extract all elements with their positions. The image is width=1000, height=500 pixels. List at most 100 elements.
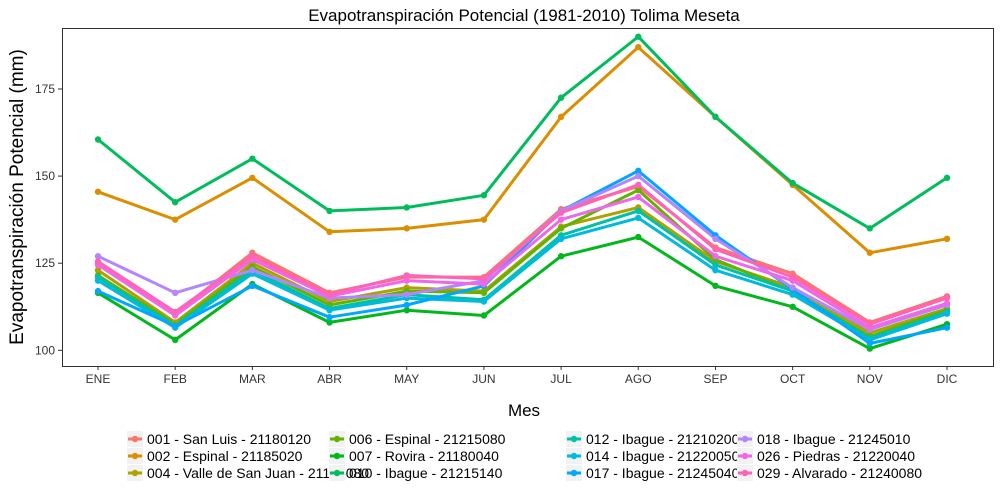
legend-key — [566, 431, 582, 447]
series-line — [97, 45, 948, 255]
data-point — [326, 319, 333, 326]
legend-key — [329, 465, 345, 481]
y-tick-label: 100 — [35, 343, 55, 357]
data-point — [94, 136, 102, 143]
legend-label: 018 - Ibague - 21245010 — [757, 431, 911, 447]
data-point — [866, 225, 874, 232]
legend-label: 004 - Valle de San Juan - 21185080 — [147, 465, 369, 481]
data-point — [94, 266, 102, 274]
data-point — [403, 291, 410, 298]
series-lines — [97, 35, 948, 351]
legend-label: 026 - Piedras - 21220040 — [757, 448, 915, 464]
series-line — [97, 216, 948, 342]
legend-label: 012 - Ibague - 21210200 — [586, 431, 740, 447]
data-point — [866, 249, 874, 256]
data-point — [171, 336, 179, 344]
legend-key — [737, 465, 753, 481]
x-tick-label: DIC — [937, 372, 958, 386]
data-point — [635, 214, 642, 222]
data-point — [94, 277, 102, 284]
data-point — [326, 314, 333, 321]
data-point — [866, 345, 874, 352]
data-point — [403, 204, 410, 211]
data-point — [94, 253, 102, 260]
legend-label: 010 - Ibague - 21215140 — [349, 465, 503, 481]
legend-key — [566, 448, 582, 464]
series-line — [97, 185, 948, 324]
data-point — [171, 199, 179, 206]
data-point — [403, 301, 410, 309]
series-line — [97, 183, 948, 326]
legend-key — [566, 465, 582, 481]
legend-label: 006 - Espinal - 21215080 — [349, 431, 506, 447]
data-point — [712, 282, 719, 290]
data-point — [635, 43, 642, 51]
data-point — [557, 94, 565, 101]
data-point — [635, 181, 642, 189]
data-point — [943, 324, 951, 331]
data-point — [635, 172, 642, 180]
data-point — [712, 246, 719, 253]
data-point — [557, 235, 565, 243]
data-point — [712, 253, 719, 260]
x-tick-label: ABR — [317, 372, 342, 386]
legend-label: 029 - Alvarado - 21240080 — [757, 465, 922, 481]
x-axis-title: Mes — [508, 401, 540, 420]
data-point — [712, 113, 719, 121]
x-tick-label: ENE — [86, 372, 111, 386]
x-tick-label: OCT — [780, 372, 806, 386]
legend-key — [127, 465, 143, 481]
data-point — [712, 266, 719, 274]
data-point — [480, 312, 488, 319]
data-point — [326, 228, 333, 236]
data-point — [635, 207, 642, 215]
data-point — [326, 307, 333, 314]
data-point — [94, 258, 102, 265]
legend-key — [737, 431, 753, 447]
data-point — [557, 253, 565, 260]
data-point — [403, 225, 410, 232]
data-point — [943, 235, 951, 243]
data-point — [480, 280, 488, 288]
data-point — [94, 188, 102, 195]
data-point — [943, 294, 951, 302]
x-tick-label: AGO — [625, 372, 652, 386]
data-point — [171, 322, 179, 330]
data-point — [94, 287, 102, 295]
series-line — [97, 195, 948, 330]
data-point — [943, 174, 951, 182]
data-point — [326, 291, 333, 298]
legend-label: 017 - Ibague - 21245040 — [586, 465, 740, 481]
data-point — [403, 277, 410, 284]
data-point — [480, 275, 488, 283]
data-point — [635, 33, 642, 40]
data-point — [403, 307, 410, 314]
legend-key — [737, 448, 753, 464]
data-point — [557, 216, 565, 223]
data-point — [789, 179, 796, 187]
data-point — [557, 113, 565, 121]
data-point — [557, 225, 565, 232]
data-point — [712, 261, 719, 269]
data-point — [943, 300, 951, 307]
legend-key — [127, 431, 143, 447]
data-point — [249, 174, 256, 182]
data-point — [480, 216, 488, 223]
x-tick-label: NOV — [857, 372, 883, 386]
data-point — [712, 235, 719, 243]
y-axis: 100 125 150 175 — [35, 82, 62, 357]
data-point — [480, 192, 488, 199]
data-point — [635, 186, 642, 194]
legend-label: 007 - Rovira - 21180040 — [349, 448, 499, 464]
legend-key — [329, 448, 345, 464]
legend-label: 014 - Ibague - 21220050 — [586, 448, 740, 464]
data-point — [789, 291, 796, 298]
data-point — [249, 266, 256, 274]
data-point — [635, 167, 642, 175]
data-point — [789, 284, 796, 291]
data-point — [249, 282, 256, 290]
legend-key — [329, 431, 345, 447]
data-point — [635, 193, 642, 201]
x-axis: ENE FEB MAR ABR MAY JUN JUL AGO SEP OCT NOV DIC — [86, 366, 958, 386]
